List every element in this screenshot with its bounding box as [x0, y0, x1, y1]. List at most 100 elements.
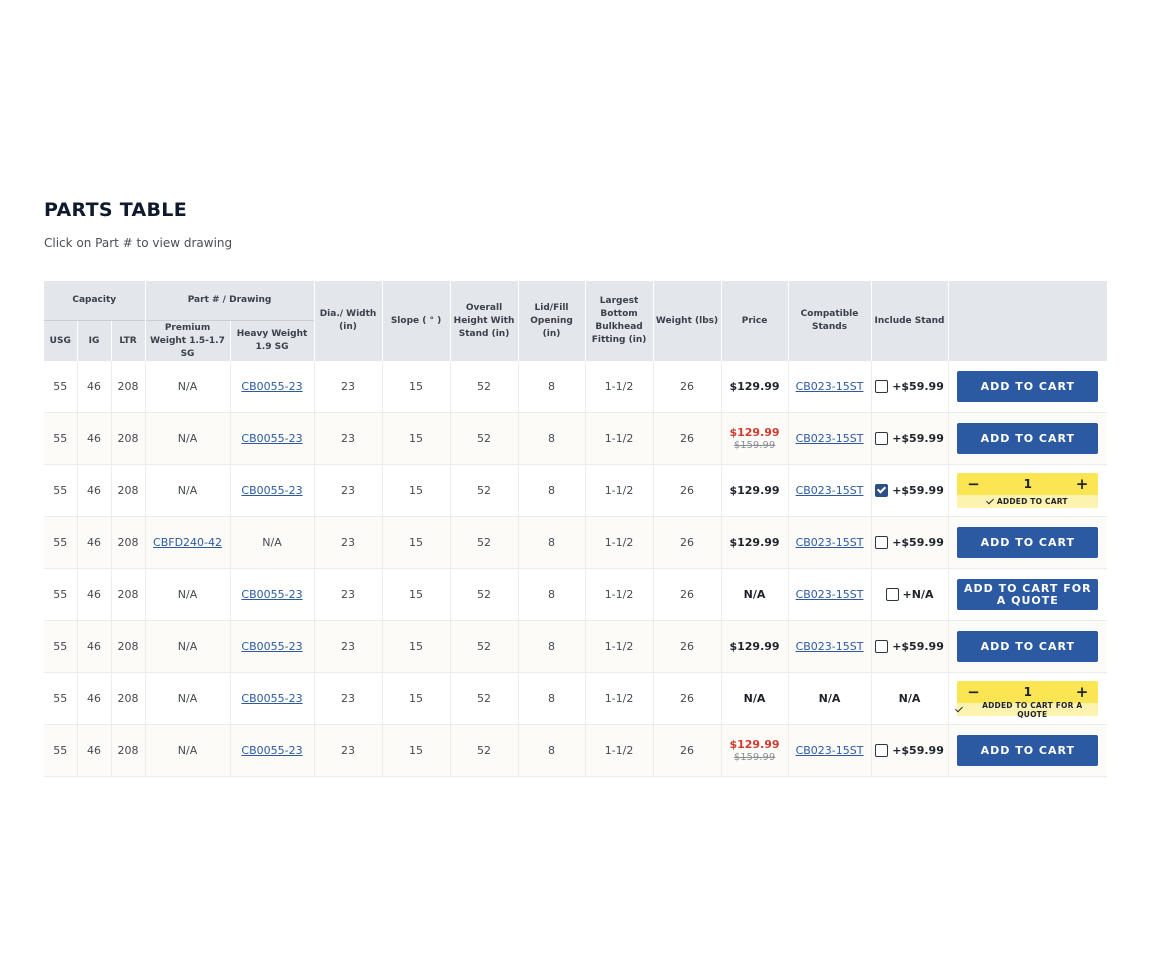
include-stand-control: +$59.99: [872, 380, 948, 393]
added-label: ADDED TO CART: [996, 497, 1068, 506]
add-to-cart-button[interactable]: ADD TO CART: [957, 735, 1099, 766]
compatible-stand-link[interactable]: CB023-15ST: [795, 380, 864, 393]
cell-ltr: 208: [110, 516, 146, 569]
cell-lid: 8: [517, 724, 586, 777]
price: $129.99: [729, 484, 780, 497]
cell-weight: 26: [652, 464, 722, 517]
price: $129.99: [729, 536, 780, 549]
table-row: 55 46 208 N/A CB0055-23 23 15 52 8 1-1/2 26 $129.99…: [44, 361, 1108, 413]
add-to-cart-button[interactable]: ADD TO CART: [957, 527, 1099, 558]
compatible-stand-link[interactable]: CB023-15ST: [795, 484, 864, 497]
cell-ltr: 208: [110, 361, 146, 413]
add-to-cart-button[interactable]: ADD TO CART: [957, 631, 1099, 662]
checkbox-icon[interactable]: [875, 640, 889, 653]
cell-bulkhead: 1-1/2: [584, 464, 654, 517]
premium-part: N/A: [144, 724, 231, 777]
cell-usg: 55: [44, 464, 77, 517]
heavy-part-cell: CB0055-23: [229, 724, 315, 777]
cell-include-stand: +$59.99: [870, 724, 949, 777]
heavy-part-link[interactable]: CB0055-23: [241, 432, 303, 445]
cell-action: ADD TO CART: [947, 620, 1108, 673]
cell-height: 52: [449, 412, 519, 465]
add-to-cart-button[interactable]: ADD TO CART: [957, 423, 1099, 454]
compatible-stand-link[interactable]: CB023-15ST: [795, 588, 864, 601]
checkbox-icon[interactable]: [875, 484, 889, 497]
checkbox-icon[interactable]: [875, 536, 889, 549]
cell-price: $129.99: [720, 620, 789, 673]
cell-action: ADD TO CART: [947, 361, 1108, 413]
heavy-part-cell: CB0055-23: [229, 620, 315, 673]
cell-slope: 15: [381, 620, 451, 673]
header-action: [947, 281, 1108, 361]
heavy-part-cell: CB0055-23: [229, 568, 315, 621]
heavy-part-link[interactable]: CB0055-23: [241, 692, 303, 705]
premium-part: N/A: [144, 412, 231, 465]
cell-weight: 26: [652, 412, 722, 465]
plus-icon[interactable]: +: [1075, 475, 1089, 493]
checkbox-icon[interactable]: [875, 380, 889, 393]
cell-usg: 55: [44, 620, 77, 673]
compatible-stand-cell: CB023-15ST: [787, 724, 872, 777]
cell-bulkhead: 1-1/2: [584, 516, 654, 569]
cell-price: $129.99: [720, 361, 789, 413]
cell-ltr: 208: [110, 464, 146, 517]
cell-price: $129.99 $159.99: [720, 412, 789, 465]
include-stand-price: +N/A: [902, 588, 934, 601]
compatible-stand-link[interactable]: CB023-15ST: [795, 744, 864, 757]
add-to-cart-button[interactable]: ADD TO CART: [957, 371, 1099, 402]
original-price: $159.99: [733, 439, 776, 451]
cell-lid: 8: [517, 464, 586, 517]
compatible-stand-cell: N/A: [787, 672, 872, 725]
heavy-part-link[interactable]: CB0055-23: [241, 484, 303, 497]
add-to-cart-button[interactable]: ADD TO CART FOR A QUOTE: [957, 579, 1099, 610]
cell-include-stand: +N/A: [870, 568, 949, 621]
table-row: 55 46 208 N/A CB0055-23 23 15 52 8 1-1/2 26 $129.99…: [44, 620, 1108, 673]
original-price: $159.99: [733, 751, 776, 763]
compatible-stand-link[interactable]: CB023-15ST: [795, 640, 864, 653]
cell-height: 52: [449, 568, 519, 621]
table-row: 55 46 208 N/A CB0055-23 23 15 52 8 1-1/2 26 $129.99…: [44, 412, 1108, 465]
quantity-stepper: − 1 + ADDED TO CART: [957, 473, 1099, 508]
cell-ig: 46: [76, 568, 111, 621]
plus-icon[interactable]: +: [1075, 683, 1089, 701]
heavy-part-link[interactable]: CB0055-23: [241, 380, 303, 393]
compatible-stand-cell: CB023-15ST: [787, 412, 872, 465]
header-capacity: Capacity: [44, 281, 146, 321]
cell-dia: 23: [313, 672, 383, 725]
header-compatible-stands: Compatible Stands: [787, 281, 872, 361]
check-icon: [986, 496, 994, 504]
header-price: Price: [720, 281, 789, 361]
minus-icon[interactable]: −: [967, 475, 980, 493]
checkbox-icon[interactable]: [885, 588, 899, 601]
header-lid-fill: Lid/Fill Opening (in): [517, 281, 586, 361]
table-row: 55 46 208 N/A CB0055-23 23 15 52 8 1-1/2 26 N/A CB02…: [44, 568, 1108, 621]
cell-ig: 46: [76, 516, 111, 569]
compatible-stand-link[interactable]: CB023-15ST: [795, 432, 864, 445]
checkbox-icon[interactable]: [875, 432, 889, 445]
cell-lid: 8: [517, 568, 586, 621]
header-dia-width: Dia./ Width (in): [313, 281, 383, 361]
heavy-part-link[interactable]: CB0055-23: [241, 744, 303, 757]
header-ig: IG: [76, 320, 111, 361]
include-stand-control: +N/A: [872, 588, 948, 601]
premium-part: N/A: [144, 568, 231, 621]
premium-part-link[interactable]: CBFD240-42: [153, 536, 223, 549]
compatible-stand-cell: CB023-15ST: [787, 361, 872, 413]
heavy-part-link[interactable]: CB0055-23: [241, 640, 303, 653]
header-heavy-weight: Heavy Weight 1.9 SG: [229, 320, 315, 361]
cell-price: $129.99: [720, 516, 789, 569]
cell-slope: 15: [381, 361, 451, 413]
heavy-part-cell: CB0055-23: [229, 412, 315, 465]
cell-weight: 26: [652, 361, 722, 413]
cell-height: 52: [449, 361, 519, 413]
cell-ig: 46: [76, 361, 111, 413]
cell-action: ADD TO CART: [947, 412, 1108, 465]
heavy-part-link[interactable]: CB0055-23: [241, 588, 303, 601]
include-stand-price: +$59.99: [892, 484, 944, 497]
checkbox-icon[interactable]: [875, 744, 889, 757]
compatible-stand-link[interactable]: CB023-15ST: [795, 536, 864, 549]
minus-icon[interactable]: −: [967, 683, 980, 701]
cell-height: 52: [449, 724, 519, 777]
header-usg: USG: [44, 320, 77, 361]
heavy-part-cell: CB0055-23: [229, 672, 315, 725]
